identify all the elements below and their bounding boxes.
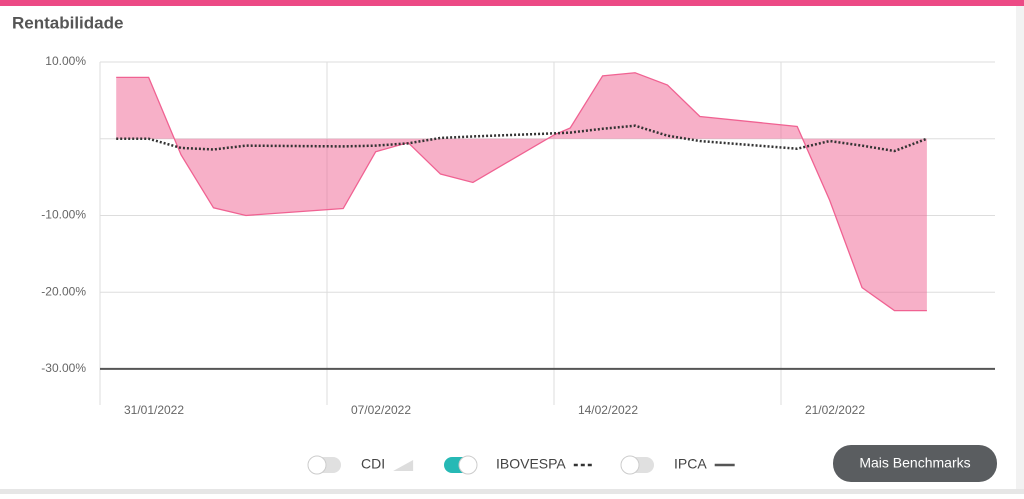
- series-line: [116, 124, 928, 153]
- bottom-bar: [0, 489, 1024, 494]
- scrollbar: [1016, 6, 1024, 489]
- y-tick-label: -30.00%: [41, 361, 86, 375]
- button-label: Mais Benchmarks: [859, 455, 970, 471]
- chart-title: Rentabilidade: [12, 13, 123, 32]
- legend-label: CDI: [361, 456, 385, 472]
- x-tick-label: 31/01/2022: [124, 403, 184, 417]
- toggle-knob: [620, 455, 640, 475]
- x-tick-label: 14/02/2022: [578, 403, 638, 417]
- top-bar: [0, 0, 1024, 6]
- benchmarks-button[interactable]: [833, 445, 997, 482]
- y-tick-label: -20.00%: [41, 284, 86, 298]
- legend-icon: [393, 460, 414, 471]
- y-tick-label: 10.00%: [45, 54, 86, 68]
- y-tick-label: -10.00%: [41, 208, 86, 222]
- x-tick-label: 21/02/2022: [805, 403, 865, 417]
- toggle-knob: [458, 455, 478, 475]
- legend-label: IBOVESPA: [496, 456, 566, 472]
- toggle-knob: [307, 455, 327, 475]
- area-line: [116, 72, 927, 312]
- legend-label: IPCA: [674, 456, 707, 472]
- area: [116, 72, 927, 311]
- x-tick-label: 07/02/2022: [351, 403, 411, 417]
